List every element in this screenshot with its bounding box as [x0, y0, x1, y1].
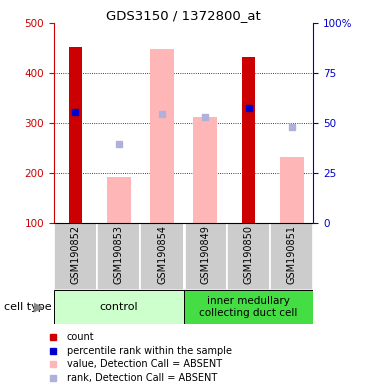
Text: GSM190849: GSM190849: [200, 225, 210, 284]
Text: percentile rank within the sample: percentile rank within the sample: [67, 346, 232, 356]
Bar: [54, 223, 97, 290]
Bar: [107, 177, 131, 223]
Bar: [150, 49, 174, 223]
Text: count: count: [67, 332, 95, 342]
Text: GSM190850: GSM190850: [244, 225, 253, 284]
Bar: [69, 47, 82, 223]
Text: GSM190853: GSM190853: [114, 225, 124, 284]
Text: control: control: [99, 302, 138, 312]
Bar: [193, 118, 217, 223]
Text: GSM190854: GSM190854: [157, 225, 167, 284]
Text: GSM190851: GSM190851: [287, 225, 297, 284]
Bar: [270, 223, 313, 290]
Text: cell type: cell type: [4, 302, 51, 312]
Text: value, Detection Call = ABSENT: value, Detection Call = ABSENT: [67, 359, 222, 369]
Bar: [227, 223, 270, 290]
Bar: [242, 57, 256, 223]
Text: GSM190852: GSM190852: [70, 225, 81, 284]
Text: rank, Detection Call = ABSENT: rank, Detection Call = ABSENT: [67, 373, 217, 383]
Bar: [280, 157, 304, 223]
Title: GDS3150 / 1372800_at: GDS3150 / 1372800_at: [106, 9, 261, 22]
Bar: [140, 223, 184, 290]
Bar: [97, 223, 140, 290]
Text: ▶: ▶: [34, 301, 44, 314]
Bar: [184, 290, 313, 324]
Text: inner medullary
collecting duct cell: inner medullary collecting duct cell: [199, 296, 298, 318]
Bar: [54, 290, 184, 324]
Bar: [184, 223, 227, 290]
